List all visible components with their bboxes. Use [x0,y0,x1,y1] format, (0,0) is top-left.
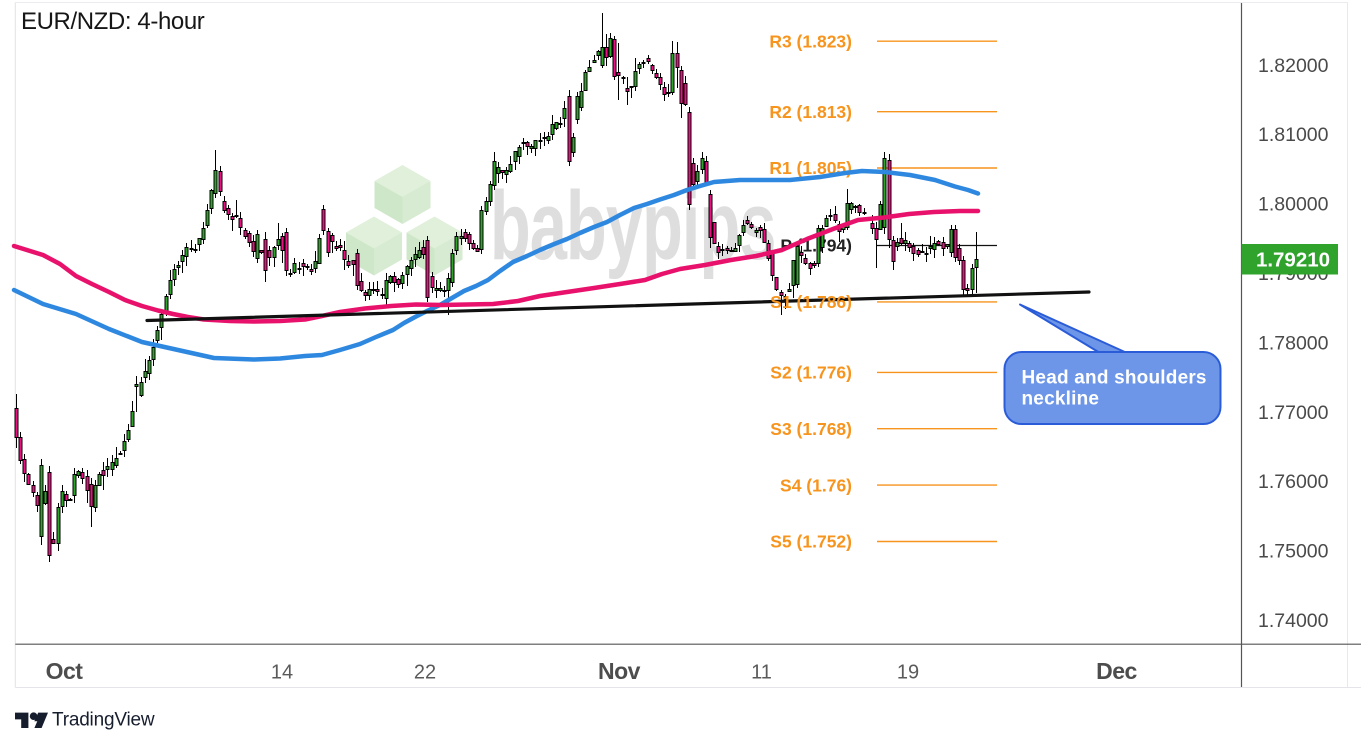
svg-text:1.78000: 1.78000 [1258,332,1329,354]
svg-text:19: 19 [897,662,919,684]
svg-text:14: 14 [271,662,293,684]
svg-text:1.76000: 1.76000 [1258,471,1329,493]
svg-text:1.82000: 1.82000 [1258,55,1329,77]
svg-text:S3 (1.768): S3 (1.768) [770,419,852,439]
svg-text:1.77000: 1.77000 [1258,402,1329,424]
svg-text:babypips: babypips [490,172,776,280]
svg-text:S2 (1.776): S2 (1.776) [770,363,852,383]
svg-text:S5 (1.752): S5 (1.752) [770,532,852,552]
svg-text:1.80000: 1.80000 [1258,194,1329,216]
svg-text:R3 (1.823): R3 (1.823) [769,31,852,51]
svg-text:S4 (1.76): S4 (1.76) [780,475,852,495]
svg-text:Dec: Dec [1096,658,1137,684]
svg-text:1.75000: 1.75000 [1258,541,1329,563]
svg-text:EUR/NZD: 4-hour: EUR/NZD: 4-hour [21,8,205,35]
svg-text:Oct: Oct [46,658,84,684]
svg-text:Head and shoulders: Head and shoulders [1022,368,1207,389]
svg-text:22: 22 [414,662,436,684]
svg-text:11: 11 [751,662,772,684]
svg-text:S1 (1.786): S1 (1.786) [770,292,852,312]
svg-text:1.74000: 1.74000 [1258,610,1329,632]
svg-text:1.81000: 1.81000 [1258,124,1329,146]
svg-text:1.79210: 1.79210 [1256,249,1330,272]
svg-text:neckline: neckline [1022,389,1100,410]
svg-text:R2 (1.813): R2 (1.813) [769,102,852,122]
svg-text:Nov: Nov [598,658,641,684]
svg-text:TradingView: TradingView [52,710,155,731]
